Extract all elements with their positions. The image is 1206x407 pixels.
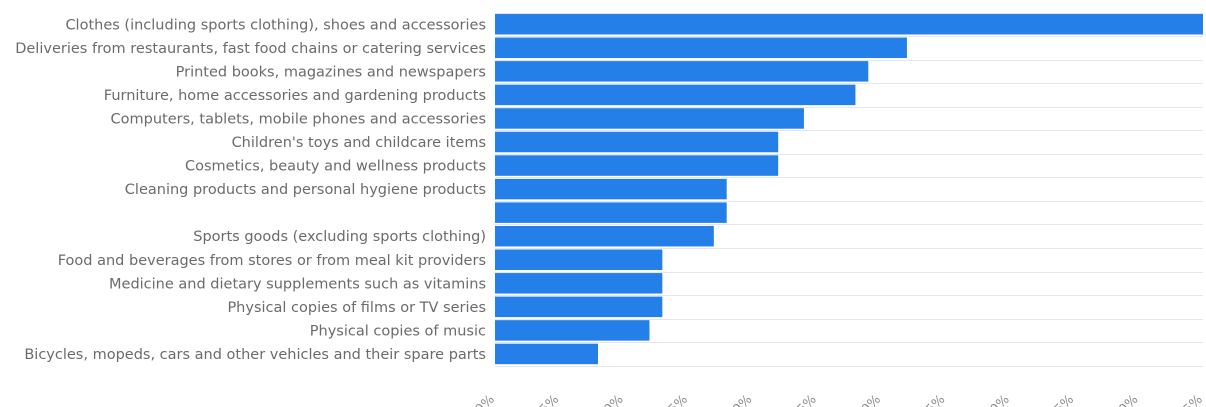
bar[interactable]: [495, 14, 1203, 35]
x-tick-label: 35%: [917, 392, 948, 407]
x-tick-label: 45%: [1046, 392, 1077, 407]
bar[interactable]: [495, 225, 714, 247]
x-tick-label: 0%: [473, 392, 498, 407]
bar[interactable]: [495, 131, 779, 153]
bar[interactable]: [495, 178, 727, 200]
category-label: Physical copies of films or TV series: [227, 300, 486, 316]
category-label: Sports goods (excluding sports clothing): [193, 229, 486, 245]
bar[interactable]: [495, 343, 598, 365]
category-label: Cosmetics, beauty and wellness products: [185, 159, 486, 175]
category-label: Furniture, home accessories and gardenin…: [104, 88, 486, 104]
x-tick-label: 55%: [1175, 392, 1206, 407]
x-tick-label: 30%: [853, 392, 884, 407]
x-tick-label: 25%: [789, 392, 820, 407]
category-label: Deliveries from restaurants, fast food c…: [15, 41, 486, 57]
category-labels: Clothes (including sports clothing), sho…: [15, 17, 486, 363]
category-label: Printed books, magazines and newspapers: [176, 64, 486, 80]
category-label: Clothes (including sports clothing), sho…: [65, 17, 486, 33]
category-label: Medicine and dietary supplements such as…: [109, 276, 486, 292]
x-tick-label: 10%: [596, 392, 627, 407]
x-tick-label: 15%: [660, 392, 691, 407]
category-label: Food and beverages from stores or from m…: [58, 253, 486, 269]
bars: [495, 14, 1203, 365]
x-axis-ticks: 0% 5% 10% 15% 20% 25% 30% 35% 40% 45% 50% 55%: [473, 392, 1206, 407]
bar[interactable]: [495, 108, 804, 129]
x-tick-label: 20%: [724, 392, 755, 407]
x-tick-label: 5%: [537, 392, 562, 407]
bar[interactable]: [495, 320, 650, 341]
bar[interactable]: [495, 155, 779, 176]
bar[interactable]: [495, 61, 869, 82]
bar[interactable]: [495, 273, 663, 294]
bar[interactable]: [495, 296, 663, 318]
category-label: Computers, tablets, mobile phones and ac…: [111, 111, 486, 127]
category-label: Physical copies of music: [310, 323, 486, 339]
bar[interactable]: [495, 84, 856, 106]
category-label: Cleaning products and personal hygiene p…: [125, 182, 486, 198]
grid-lines: [495, 13, 1203, 367]
bar[interactable]: [495, 202, 727, 223]
bar[interactable]: [495, 249, 663, 271]
x-tick-label: 50%: [1110, 392, 1141, 407]
category-label: Bicycles, mopeds, cars and other vehicle…: [24, 347, 486, 363]
x-tick-label: 40%: [982, 392, 1013, 407]
category-label: Children's toys and childcare items: [232, 135, 486, 151]
bar[interactable]: [495, 37, 907, 59]
